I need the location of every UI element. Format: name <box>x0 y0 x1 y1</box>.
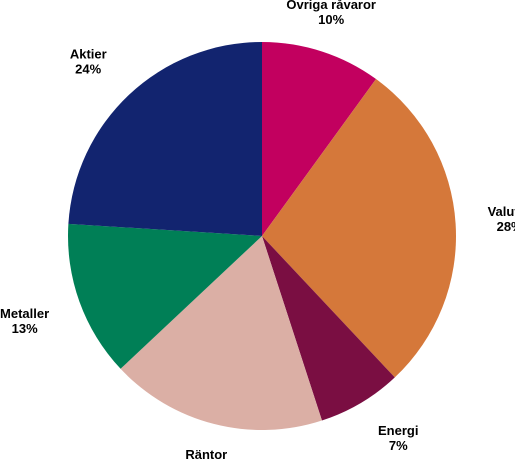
slice-label-valutor: Valutor28% <box>488 204 515 234</box>
slice-percent: 10% <box>318 12 344 27</box>
pie-slice-valutor <box>262 79 456 378</box>
slice-percent: 13% <box>12 321 38 336</box>
pie-slice-metaller <box>67 223 262 369</box>
slice-percent: 18% <box>193 462 219 464</box>
slice-name: Övriga råvaror <box>286 0 376 12</box>
slice-percent: 24% <box>75 62 101 77</box>
slice-name: Räntor <box>185 447 227 462</box>
slice-name: Energi <box>378 423 418 438</box>
pie-slice-aktier <box>68 42 262 236</box>
slice-label-rantor: Räntor18% <box>185 447 227 464</box>
pie-slices <box>67 42 456 430</box>
slice-name: Aktier <box>70 47 107 62</box>
slice-label-aktier: Aktier 24% <box>70 47 107 77</box>
slice-percent: 28% <box>497 219 515 234</box>
pie-slice-energi <box>262 236 395 421</box>
slice-percent: 7% <box>389 438 408 453</box>
slice-name: Metaller <box>0 306 49 321</box>
pie-slice-rantor <box>120 236 322 430</box>
slice-name: Valutor <box>488 204 515 219</box>
slice-label-energi: Energi 7% <box>378 423 418 453</box>
pie-slice-ovriga-ravaror <box>262 42 377 236</box>
slice-label-metaller: Metaller 13% <box>0 306 49 336</box>
slice-label-ovriga-ravaror: Övriga råvaror 10% <box>286 0 376 27</box>
